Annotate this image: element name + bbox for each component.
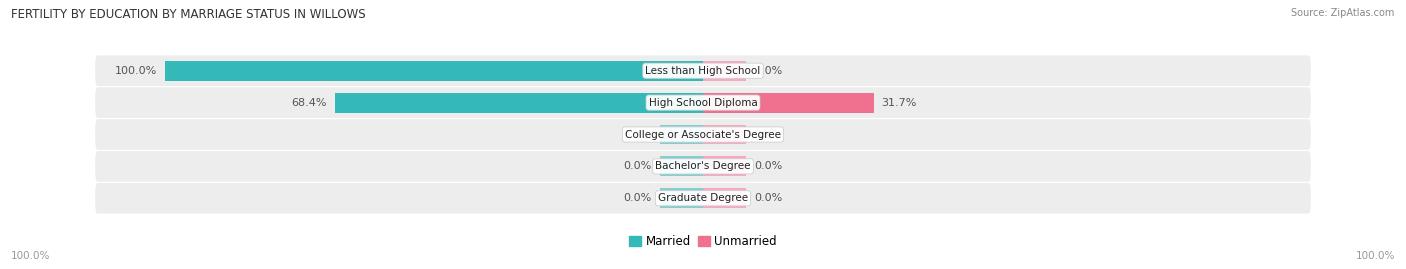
Text: College or Associate's Degree: College or Associate's Degree <box>626 129 780 140</box>
Bar <box>659 188 703 208</box>
Bar <box>703 157 747 176</box>
Text: 100.0%: 100.0% <box>1355 251 1395 261</box>
Text: 0.0%: 0.0% <box>754 66 782 76</box>
Text: Less than High School: Less than High School <box>645 66 761 76</box>
Bar <box>659 125 703 144</box>
Text: 0.0%: 0.0% <box>624 193 652 203</box>
Text: FERTILITY BY EDUCATION BY MARRIAGE STATUS IN WILLOWS: FERTILITY BY EDUCATION BY MARRIAGE STATU… <box>11 8 366 21</box>
FancyBboxPatch shape <box>96 55 1310 86</box>
Text: 0.0%: 0.0% <box>754 161 782 171</box>
Text: 100.0%: 100.0% <box>115 66 157 76</box>
Text: 0.0%: 0.0% <box>624 129 652 140</box>
FancyBboxPatch shape <box>96 87 1310 118</box>
FancyBboxPatch shape <box>96 151 1310 182</box>
Bar <box>703 61 747 81</box>
Bar <box>335 93 703 112</box>
Text: Source: ZipAtlas.com: Source: ZipAtlas.com <box>1291 8 1395 18</box>
Bar <box>659 157 703 176</box>
Bar <box>703 93 873 112</box>
Text: High School Diploma: High School Diploma <box>648 98 758 108</box>
Text: 68.4%: 68.4% <box>291 98 328 108</box>
FancyBboxPatch shape <box>96 183 1310 214</box>
FancyBboxPatch shape <box>96 119 1310 150</box>
Bar <box>703 125 747 144</box>
Bar <box>165 61 703 81</box>
Legend: Married, Unmarried: Married, Unmarried <box>624 230 782 253</box>
Text: Bachelor's Degree: Bachelor's Degree <box>655 161 751 171</box>
Text: 0.0%: 0.0% <box>754 193 782 203</box>
Text: Graduate Degree: Graduate Degree <box>658 193 748 203</box>
Text: 0.0%: 0.0% <box>754 129 782 140</box>
Text: 100.0%: 100.0% <box>11 251 51 261</box>
Bar <box>703 188 747 208</box>
Text: 31.7%: 31.7% <box>882 98 917 108</box>
Text: 0.0%: 0.0% <box>624 161 652 171</box>
